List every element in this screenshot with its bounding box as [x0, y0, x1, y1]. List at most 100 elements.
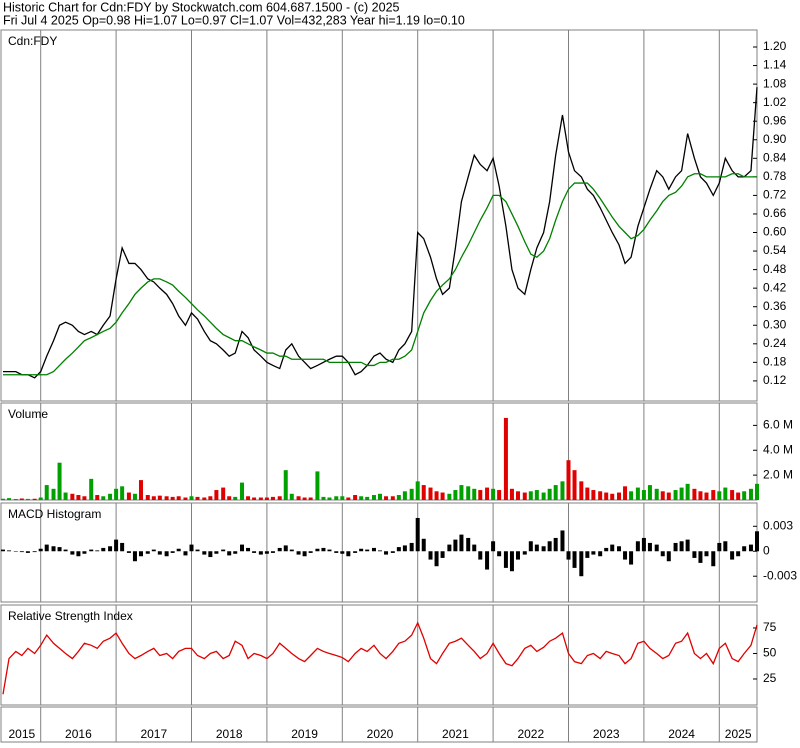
- bar: [252, 497, 257, 500]
- bar: [698, 491, 703, 500]
- bar: [466, 486, 471, 500]
- bar: [679, 487, 684, 500]
- header-line1: Historic Chart for Cdn:FDY by Stockwatch…: [3, 0, 400, 14]
- bar: [415, 517, 420, 552]
- panel-title: Cdn:FDY: [8, 34, 57, 48]
- panel-title: Volume: [8, 407, 48, 421]
- bar: [635, 541, 640, 552]
- bar: [359, 496, 364, 500]
- bar: [183, 497, 188, 500]
- bar: [466, 537, 471, 552]
- bar: [264, 551, 269, 554]
- bar: [390, 496, 395, 500]
- bar: [89, 549, 94, 552]
- bar: [434, 551, 439, 567]
- bar: [717, 491, 722, 500]
- bar: [126, 492, 131, 500]
- bar: [7, 498, 12, 500]
- bar: [660, 551, 665, 557]
- y-tick-label: 0.36: [763, 299, 787, 313]
- bar: [114, 539, 119, 552]
- bar: [459, 485, 464, 500]
- bar: [509, 551, 514, 572]
- bar: [384, 496, 389, 500]
- bar: [685, 539, 690, 552]
- bar: [302, 497, 307, 500]
- y-tick-label: 0.78: [763, 169, 787, 183]
- y-tick-label: 0.003: [763, 518, 793, 532]
- bar: [547, 488, 552, 500]
- bar: [240, 482, 245, 500]
- bar: [497, 490, 502, 500]
- bar: [528, 491, 533, 500]
- bar: [289, 493, 294, 500]
- bar: [63, 549, 68, 552]
- bar: [164, 496, 169, 500]
- y-tick-label: 2.0 M: [763, 467, 793, 481]
- bar: [120, 542, 125, 552]
- x-tick-label: 2017: [140, 727, 167, 741]
- bar: [497, 551, 502, 557]
- x-tick-label: 2016: [65, 727, 92, 741]
- bar: [57, 547, 62, 552]
- bar: [145, 551, 150, 554]
- bar: [491, 541, 496, 552]
- date-strip: [0, 706, 758, 743]
- bar: [51, 546, 56, 552]
- bar: [195, 549, 200, 552]
- bar: [1, 549, 5, 552]
- bar: [95, 495, 100, 500]
- bar: [553, 537, 558, 552]
- bar: [704, 492, 709, 500]
- bar: [233, 496, 238, 500]
- bar: [126, 551, 131, 553]
- bar: [353, 551, 358, 553]
- bar: [604, 492, 609, 500]
- bar: [176, 548, 181, 552]
- bar: [151, 496, 156, 500]
- series-line: [3, 173, 757, 376]
- bar: [428, 487, 433, 500]
- x-tick-label: 2020: [367, 727, 394, 741]
- bar: [396, 547, 401, 552]
- bar: [296, 496, 301, 500]
- bar: [509, 488, 514, 500]
- bar: [334, 551, 339, 553]
- bar: [647, 542, 652, 552]
- x-tick-label: 2025: [725, 727, 752, 741]
- bar: [434, 491, 439, 500]
- bar: [132, 493, 137, 500]
- bar: [340, 551, 345, 554]
- bar: [315, 471, 320, 500]
- bar: [579, 481, 584, 500]
- bar: [503, 551, 508, 568]
- bar: [440, 551, 445, 558]
- bar: [108, 493, 113, 500]
- bar: [258, 497, 263, 500]
- bar: [421, 538, 426, 552]
- bar: [515, 551, 520, 560]
- y-tick-label: 0.18: [763, 355, 787, 369]
- bar: [208, 496, 213, 500]
- y-tick-label: 50: [763, 646, 777, 660]
- bar: [736, 551, 741, 557]
- bar: [246, 496, 251, 500]
- bar: [390, 551, 395, 553]
- bar: [277, 496, 282, 500]
- bar: [308, 497, 313, 500]
- bar: [7, 550, 12, 552]
- bar: [214, 490, 219, 500]
- bar: [447, 493, 452, 500]
- bar: [227, 551, 232, 556]
- y-tick-label: 0.54: [763, 243, 787, 257]
- bar: [138, 480, 143, 500]
- bar: [176, 496, 181, 500]
- bar: [195, 496, 200, 500]
- bar: [654, 544, 659, 552]
- bar: [44, 544, 49, 552]
- bar: [264, 497, 269, 500]
- bar: [485, 551, 490, 570]
- bar: [346, 497, 351, 500]
- bar: [472, 544, 477, 552]
- bar: [553, 485, 558, 500]
